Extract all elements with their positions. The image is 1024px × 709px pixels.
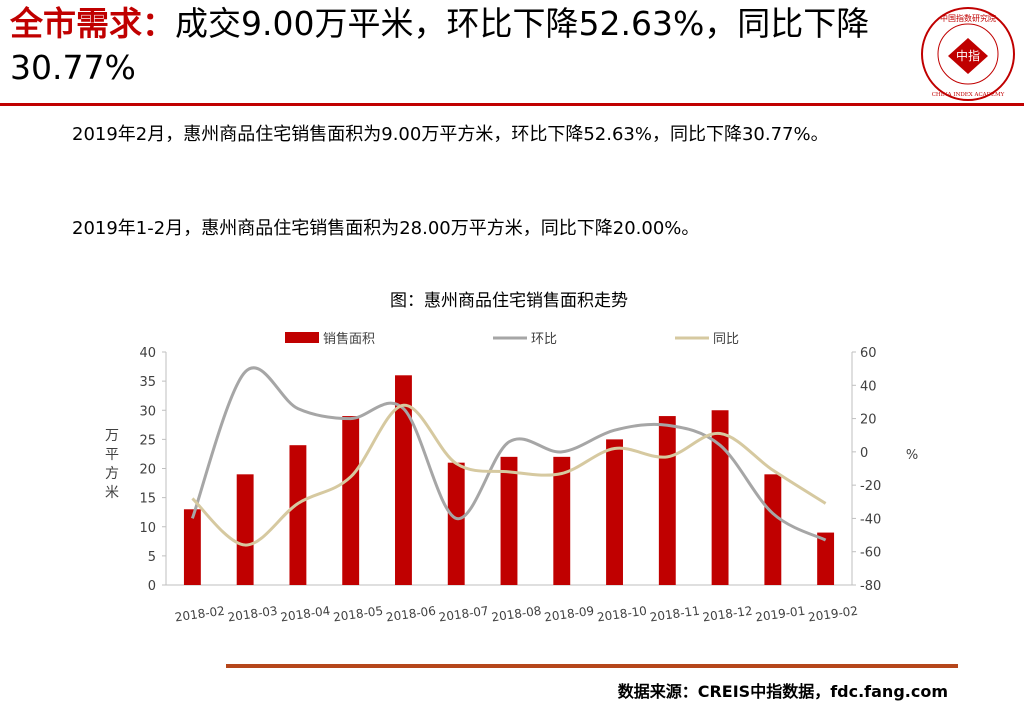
paragraph-ytd: 2019年1-2月，惠州商品住宅销售面积为28.00万平方米，同比下降20.00… (72, 218, 700, 239)
ytick-left-label: 35 (139, 375, 156, 390)
bar-2018-05 (342, 416, 360, 585)
legend-label-1: 环比 (531, 332, 557, 347)
ylabel-left-char: 平 (105, 447, 119, 463)
page-title: 全市需求：成交9.00万平米，环比下降52.63%，同比下降30.77% (10, 2, 910, 90)
ytick-left-label: 10 (139, 521, 156, 536)
line-yoy (191, 403, 827, 547)
xtick-label: 2018-08 (491, 604, 543, 625)
xtick-label: 2018-03 (227, 604, 279, 625)
bar-2018-09 (553, 456, 571, 585)
bar-2018-06 (395, 375, 412, 585)
xtick-label: 2018-04 (280, 604, 332, 625)
ytick-left-label: 30 (139, 404, 156, 419)
xtick-label: 2018-02 (174, 604, 226, 625)
legend-label-0: 销售面积 (323, 331, 375, 347)
ytick-left-label: 40 (139, 346, 156, 361)
bar-2018-04 (289, 445, 307, 585)
xtick-label: 2018-09 (543, 604, 595, 625)
logo-top-text: 中国指数研究院 (940, 13, 996, 23)
title-highlight: 全市需求： (10, 4, 175, 43)
line-mom (190, 366, 827, 542)
xtick-label: 2018-12 (702, 604, 754, 625)
ytick-right-label: 20 (860, 413, 877, 428)
title-text: 成交9.00万平米，环比下降52.63%，同比下降30.77% (10, 4, 870, 87)
xtick-label: 2018-07 (438, 604, 490, 625)
ylabel-left-char: 方 (105, 466, 119, 482)
logo-center-text: 中指 (956, 48, 980, 63)
logo-bottom-text: CHINA INDEX ACADEMY (932, 92, 1005, 98)
paragraph-monthly: 2019年2月，惠州商品住宅销售面积为9.00万平方米，环比下降52.63%，同… (72, 124, 829, 145)
data-source: 数据来源：CREIS中指数据，fdc.fang.com (617, 682, 948, 701)
ytick-right-label: -40 (860, 512, 881, 527)
legend-label-2: 同比 (713, 332, 739, 347)
ylabel-left-char: 万 (105, 428, 119, 444)
bar-2018-12 (711, 410, 729, 585)
ytick-right-label: 40 (860, 379, 877, 394)
ytick-left-label: 25 (139, 433, 156, 448)
xtick-label: 2019-02 (807, 604, 859, 625)
ylabel-left-char: 米 (105, 485, 119, 501)
bar-2018-07 (447, 462, 465, 585)
xtick-label: 2018-06 (385, 604, 437, 625)
xtick-label: 2018-10 (596, 604, 648, 625)
ytick-right-label: -20 (860, 479, 881, 494)
ylabel-right: % (906, 448, 918, 463)
ytick-right-label: 0 (860, 446, 868, 461)
bar-2019-02 (817, 532, 835, 585)
ytick-left-label: 5 (148, 550, 156, 565)
ytick-right-label: -60 (860, 546, 881, 561)
xtick-label: 2019-01 (754, 604, 806, 625)
bar-2018-11 (658, 416, 676, 585)
bar-2018-10 (606, 439, 623, 585)
chart-title: 图：惠州商品住宅销售面积走势 (390, 291, 628, 311)
footer-divider (226, 664, 958, 668)
xtick-label: 2018-05 (332, 604, 384, 625)
title-divider (0, 103, 1024, 106)
xtick-label: 2018-11 (649, 604, 701, 625)
ytick-right-label: 60 (860, 346, 877, 361)
china-index-academy-logo-icon: 中指 中国指数研究院 CHINA INDEX ACADEMY (921, 7, 1015, 101)
ytick-left-label: 15 (139, 492, 156, 507)
legend-swatch-0 (285, 332, 319, 343)
bar-2019-01 (764, 474, 782, 585)
bar-2018-08 (500, 456, 518, 585)
bar-2018-02 (183, 509, 201, 585)
ytick-left-label: 20 (139, 463, 156, 478)
ytick-left-label: 0 (148, 579, 156, 594)
bar-2018-03 (236, 474, 254, 585)
ytick-right-label: -80 (860, 579, 881, 594)
